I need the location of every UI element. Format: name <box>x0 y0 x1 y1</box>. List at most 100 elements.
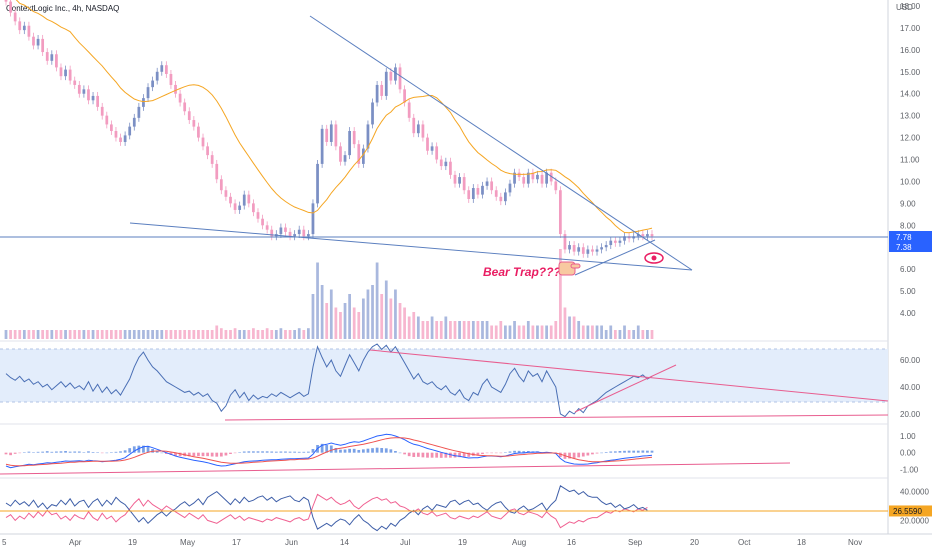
candle-body <box>4 0 8 2</box>
candle-body <box>568 245 571 250</box>
volume-bar <box>164 330 168 339</box>
candle-body <box>439 159 443 167</box>
macd-histogram-bar <box>435 452 439 458</box>
candle-body <box>476 188 480 195</box>
volume-bar <box>302 330 306 339</box>
volume-bar <box>274 330 278 339</box>
macd-histogram-bar <box>403 452 406 455</box>
rsi-band <box>0 349 888 402</box>
candle-body <box>407 102 411 118</box>
candle-body <box>197 126 200 138</box>
macd-histogram-bar <box>348 448 351 453</box>
candle-body <box>13 12 17 22</box>
macd-histogram-bar <box>59 451 63 453</box>
volume-bar <box>600 325 603 339</box>
candle-body <box>18 21 22 31</box>
time-tick-label: May <box>180 538 195 547</box>
volume-bar <box>261 330 264 339</box>
volume-bar <box>398 303 402 339</box>
macd-signal-line <box>5 437 653 467</box>
volume-bar <box>416 316 420 339</box>
volume-bar <box>531 325 535 339</box>
macd-histogram-bar <box>513 450 516 453</box>
candle-body <box>261 218 264 226</box>
candle-body <box>55 54 58 68</box>
volume-bar <box>462 321 466 339</box>
volume-bar <box>316 262 319 339</box>
candle-body <box>545 172 548 184</box>
candle-body <box>558 190 562 235</box>
time-tick-label: Jun <box>285 538 298 547</box>
candle-body <box>279 227 283 235</box>
candle-body <box>467 190 471 199</box>
macd-histogram-bar <box>384 448 388 453</box>
macd-histogram-bar <box>366 448 370 453</box>
macd-histogram-bar <box>233 452 237 454</box>
descending-trendline <box>309 15 693 271</box>
bear-trap-label: Bear Trap??? <box>483 265 561 279</box>
candle-body <box>105 115 109 125</box>
candle-body <box>174 84 177 94</box>
dmi-tick-label: 20.0000 <box>900 516 929 525</box>
candle-body <box>307 234 310 237</box>
dmi-tick-label: 40.0000 <box>900 488 929 497</box>
candle-body <box>366 124 370 149</box>
candle-body <box>609 240 613 246</box>
candle-body <box>380 84 384 96</box>
macd-histogram-bar <box>155 451 159 453</box>
candle-body <box>132 117 136 127</box>
macd-histogram-bar <box>201 452 205 457</box>
macd-histogram-bar <box>444 452 448 458</box>
candle-body <box>572 245 576 252</box>
volume-bar <box>471 321 475 339</box>
dmi-value-badge <box>889 505 932 517</box>
macd-histogram-bar <box>320 443 324 453</box>
candle-body <box>151 80 154 88</box>
macd-histogram-bar <box>242 451 246 453</box>
candle-body <box>384 71 388 96</box>
rsi-tick-label: 20.00 <box>900 410 921 419</box>
candle-body <box>293 234 297 237</box>
volume-bar <box>82 330 86 339</box>
time-tick-label: Nov <box>848 538 862 547</box>
volume-bar <box>375 262 379 339</box>
macd-histogram-bar <box>426 452 429 458</box>
volume-bar <box>27 330 31 339</box>
macd-histogram-bar <box>68 451 72 453</box>
candle-body <box>435 146 439 160</box>
macd-histogram-bar <box>311 449 315 453</box>
macd-histogram-bar <box>77 451 81 453</box>
macd-histogram-bar <box>123 450 127 453</box>
volume-bar <box>229 330 232 339</box>
volume-bar <box>293 330 297 339</box>
candle-body <box>586 249 590 254</box>
volume-bar <box>339 312 342 339</box>
volume-bar <box>636 325 640 339</box>
macd-histogram-bar <box>297 451 301 453</box>
candle-body <box>421 124 425 138</box>
volume-bar <box>618 330 622 339</box>
macd-histogram-bar <box>430 452 434 458</box>
volume-bar <box>366 289 370 339</box>
macd-histogram-bar <box>325 445 329 453</box>
volume-bar <box>526 321 530 339</box>
volume-bar <box>384 280 388 339</box>
volume-bar <box>128 330 132 339</box>
volume-bar <box>343 303 347 339</box>
macd-histogram-bar <box>96 452 100 453</box>
candle-body <box>449 161 452 175</box>
volume-bar <box>540 325 544 339</box>
volume-bar <box>371 285 374 339</box>
plus-di-line <box>5 493 648 529</box>
candle-body <box>252 203 255 213</box>
macd-histogram-bar <box>577 452 581 458</box>
macd-histogram-bar <box>27 451 31 453</box>
dmi-value-badge-text: 26.5590 <box>893 507 922 516</box>
macd-histogram-bar <box>572 452 576 459</box>
macd-histogram-bar <box>22 452 26 453</box>
macd-histogram-bar <box>352 448 356 453</box>
macd-histogram-bar <box>339 449 342 453</box>
volume-bar <box>389 298 393 339</box>
candle-body <box>233 203 237 210</box>
